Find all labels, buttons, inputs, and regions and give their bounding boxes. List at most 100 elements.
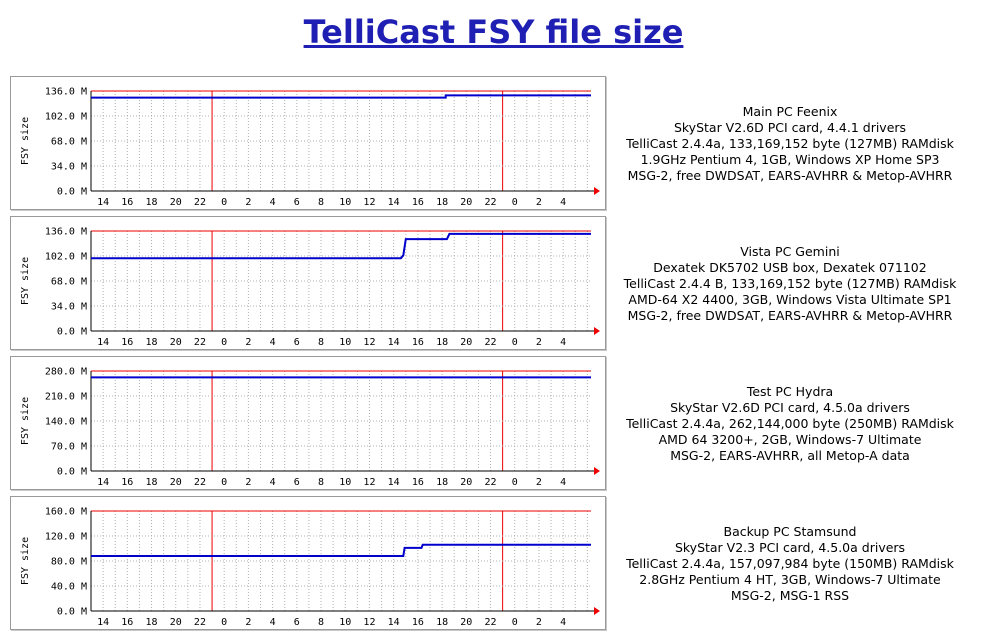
x-tick-label: 4 <box>270 337 276 348</box>
x-tick-label: 18 <box>146 477 158 488</box>
x-tick-label: 12 <box>363 197 375 208</box>
fsy-size-graph-main-pc: 136.0 M 102.0 M 68.0 M 34.0 M 0.0 M 14 16 18 20 2… <box>10 76 606 210</box>
x-tick-label: 0 <box>221 197 227 208</box>
x-tick-label: 14 <box>97 337 109 348</box>
x-tick-label: 2 <box>536 337 542 348</box>
y-tick-label: 120.0 M <box>45 532 87 543</box>
x-tick-label: 14 <box>97 477 109 488</box>
y-tick-label: 0.0 M <box>57 607 87 618</box>
y-tick-label: 210.0 M <box>45 392 87 403</box>
system-hardware: AMD 64 3200+, 2GB, Windows-7 Ultimate <box>658 432 922 447</box>
system-name: Vista PC Gemini <box>740 244 840 259</box>
x-tick-label: 16 <box>121 197 133 208</box>
x-axis-arrow <box>594 607 600 615</box>
x-tick-label: 10 <box>339 617 351 628</box>
y-tick-label: 0.0 M <box>57 467 87 478</box>
x-tick-label: 8 <box>318 477 324 488</box>
x-tick-label: 4 <box>270 197 276 208</box>
system-ramdisk: TelliCast 2.4.4a, 133,169,152 byte (127M… <box>626 136 954 151</box>
x-tick-label: 2 <box>245 337 251 348</box>
x-tick-label: 2 <box>245 197 251 208</box>
x-tick-label: 22 <box>484 617 496 628</box>
x-tick-label: 0 <box>221 337 227 348</box>
y-tick-label: 34.0 M <box>51 302 87 313</box>
y-axis-label: FSY size <box>20 537 31 585</box>
fsy-size-line <box>91 232 591 260</box>
x-tick-label: 22 <box>484 337 496 348</box>
y-tick-label: 102.0 M <box>45 112 87 123</box>
y-tick-label: 160.0 M <box>45 507 87 518</box>
x-tick-label: 20 <box>170 477 182 488</box>
x-tick-label: 0 <box>221 617 227 628</box>
system-services: MSG-2, free DWDSAT, EARS-AVHRR & Metop-A… <box>627 168 953 183</box>
x-tick-label: 2 <box>536 197 542 208</box>
system-name: Backup PC Stamsund <box>723 524 857 539</box>
x-tick-label: 22 <box>484 477 496 488</box>
system-name: Test PC Hydra <box>746 384 834 399</box>
x-tick-label: 0 <box>512 617 518 628</box>
x-tick-label: 4 <box>560 337 566 348</box>
x-tick-label: 6 <box>294 477 300 488</box>
x-tick-label: 8 <box>318 617 324 628</box>
x-tick-label: 0 <box>512 477 518 488</box>
x-tick-label: 6 <box>294 197 300 208</box>
x-tick-label: 18 <box>146 337 158 348</box>
x-tick-label: 22 <box>194 617 206 628</box>
system-description-main-pc: Main PC Feenix SkyStar V2.6D PCI card, 4… <box>606 104 974 184</box>
x-tick-label: 18 <box>146 197 158 208</box>
system-hardware: 2.8GHz Pentium 4 HT, 3GB, Windows-7 Ulti… <box>639 572 941 587</box>
x-tick-label: 0 <box>512 197 518 208</box>
x-tick-label: 8 <box>318 197 324 208</box>
fsy-size-line <box>91 543 591 557</box>
x-tick-label: 20 <box>460 617 472 628</box>
x-tick-label: 2 <box>536 617 542 628</box>
x-tick-label: 8 <box>318 337 324 348</box>
x-axis-arrow <box>594 467 600 475</box>
x-tick-label: 14 <box>388 477 400 488</box>
system-card: Dexatek DK5702 USB box, Dexatek 071102 <box>653 260 927 275</box>
x-tick-label: 4 <box>270 477 276 488</box>
x-tick-label: 18 <box>436 337 448 348</box>
system-description-backup-pc: Backup PC Stamsund SkyStar V2.3 PCI card… <box>606 524 974 604</box>
system-ramdisk: TelliCast 2.4.4 B, 133,169,152 byte (127… <box>623 276 957 291</box>
x-tick-label: 16 <box>412 477 424 488</box>
x-tick-label: 16 <box>412 197 424 208</box>
x-tick-label: 16 <box>121 337 133 348</box>
chart-row-backup-pc: 160.0 M 120.0 M 80.0 M 40.0 M 0.0 M 14 16 18 20 2… <box>10 496 985 630</box>
x-tick-label: 12 <box>363 617 375 628</box>
y-tick-label: 80.0 M <box>51 557 87 568</box>
system-hardware: 1.9GHz Pentium 4, 1GB, Windows XP Home S… <box>640 152 940 167</box>
x-tick-label: 20 <box>460 477 472 488</box>
y-tick-label: 40.0 M <box>51 582 87 593</box>
x-tick-label: 4 <box>560 477 566 488</box>
x-tick-label: 10 <box>339 477 351 488</box>
x-tick-label: 6 <box>294 337 300 348</box>
x-tick-label: 16 <box>412 617 424 628</box>
fsy-size-graph-backup-pc: 160.0 M 120.0 M 80.0 M 40.0 M 0.0 M 14 16 18 20 2… <box>10 496 606 630</box>
x-tick-label: 4 <box>560 197 566 208</box>
x-tick-label: 2 <box>245 617 251 628</box>
x-tick-label: 4 <box>270 617 276 628</box>
system-description-test-pc: Test PC Hydra SkyStar V2.6D PCI card, 4.… <box>606 384 974 464</box>
y-tick-label: 280.0 M <box>45 367 87 378</box>
system-card: SkyStar V2.3 PCI card, 4.5.0a drivers <box>674 540 906 555</box>
x-axis-arrow <box>594 327 600 335</box>
fsy-size-line <box>91 94 591 99</box>
y-tick-label: 68.0 M <box>51 277 87 288</box>
y-tick-label: 0.0 M <box>57 327 87 338</box>
fsy-size-graph-test-pc: 280.0 M 210.0 M 140.0 M 70.0 M 0.0 M 14 16 18 20… <box>10 356 606 490</box>
x-axis-arrow <box>594 187 600 195</box>
x-tick-label: 10 <box>339 197 351 208</box>
x-tick-label: 18 <box>436 197 448 208</box>
x-tick-label: 0 <box>512 337 518 348</box>
system-description-vista-pc: Vista PC Gemini Dexatek DK5702 USB box, … <box>606 244 974 324</box>
x-tick-label: 18 <box>436 617 448 628</box>
y-tick-label: 136.0 M <box>45 87 87 98</box>
y-axis-label: FSY size <box>20 397 31 445</box>
x-tick-label: 4 <box>560 617 566 628</box>
x-tick-label: 18 <box>146 617 158 628</box>
x-tick-label: 14 <box>388 337 400 348</box>
x-tick-label: 20 <box>460 197 472 208</box>
